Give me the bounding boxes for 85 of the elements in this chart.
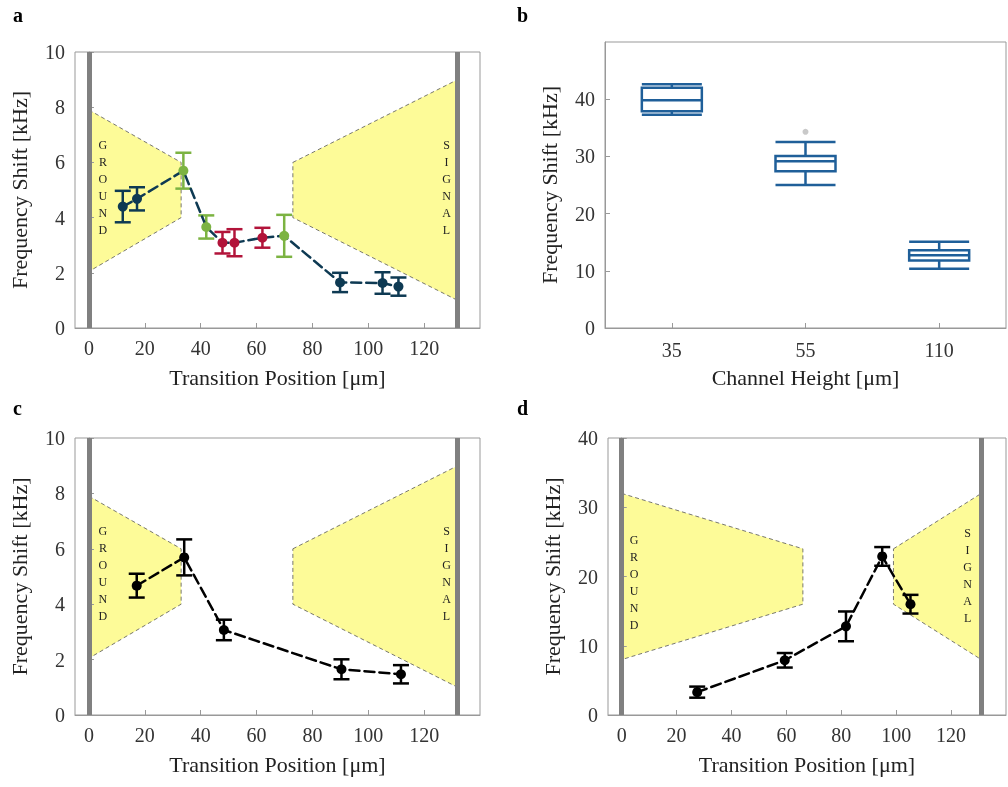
x-axis-title: Transition Position [μm] <box>169 364 386 390</box>
x-tick-label: 100 <box>353 337 384 359</box>
y-tick-label: 40 <box>575 88 595 111</box>
annotation: GROUND <box>629 532 639 632</box>
x-tick-label: 20 <box>134 337 155 359</box>
chart-title: d <box>517 397 529 419</box>
x-tick-label: 40 <box>190 724 211 746</box>
point <box>336 664 347 675</box>
x-axis-title: Transition Position [μm] <box>169 751 386 777</box>
y-tick-label: 6 <box>55 537 65 560</box>
x-tick-label: 120 <box>936 724 967 746</box>
x-tick-label: 100 <box>881 724 912 746</box>
y-tick-label: 10 <box>578 634 598 657</box>
x-tick-label: 80 <box>302 337 323 359</box>
point <box>201 221 212 232</box>
point <box>335 277 346 288</box>
point <box>877 551 888 562</box>
y-axis-title: Frequency Shift [kHz] <box>6 91 32 289</box>
point <box>279 230 290 241</box>
y-tick-label: 10 <box>575 259 595 282</box>
point <box>905 599 916 610</box>
y-tick-label: 10 <box>45 41 65 63</box>
y-tick-label: 2 <box>55 261 65 284</box>
y-tick-label: 4 <box>55 593 65 616</box>
point <box>692 687 703 698</box>
x-axis-title: Transition Position [μm] <box>698 751 916 777</box>
y-tick-label: 0 <box>585 317 595 339</box>
x-tick-label: 0 <box>83 337 94 359</box>
point <box>117 201 128 212</box>
x-tick-label: 40 <box>190 337 211 359</box>
y-tick-label: 0 <box>588 704 598 726</box>
point <box>779 655 790 666</box>
x-tick-label: 60 <box>776 724 797 746</box>
x-tick-label: 55 <box>795 339 816 361</box>
x-tick-label: 0 <box>83 724 94 746</box>
x-tick-label: 0 <box>616 724 627 746</box>
y-tick-label: 10 <box>45 427 65 449</box>
y-axis-title: Frequency Shift [kHz] <box>539 477 565 676</box>
chart-title: a <box>13 4 23 26</box>
point <box>218 624 229 635</box>
chart-title: c <box>13 397 22 419</box>
x-tick-label: 20 <box>666 724 687 746</box>
y-tick-label: 30 <box>578 496 598 519</box>
annotation: SIGNAL <box>963 525 973 625</box>
point <box>132 193 143 204</box>
y-tick-label: 0 <box>55 317 65 339</box>
point <box>257 232 268 243</box>
point <box>840 621 851 632</box>
x-tick-label: 60 <box>246 337 267 359</box>
annotation: SIGNAL <box>442 524 452 624</box>
x-tick-label: 20 <box>134 724 155 746</box>
x-tick-label: 80 <box>831 724 852 746</box>
x-tick-label: 100 <box>353 724 384 746</box>
point <box>229 237 240 248</box>
x-tick-label: 110 <box>924 339 954 361</box>
point <box>178 165 189 176</box>
annotation: GROUND <box>98 137 108 237</box>
point <box>377 278 388 289</box>
y-tick-label: 20 <box>575 202 595 225</box>
y-tick-label: 20 <box>578 565 598 588</box>
x-tick-label: 80 <box>302 724 323 746</box>
x-tick-label: 120 <box>409 724 440 746</box>
y-tick-label: 2 <box>55 648 65 671</box>
x-tick-label: 120 <box>409 337 440 359</box>
x-tick-label: 60 <box>246 724 267 746</box>
point <box>395 669 406 680</box>
annotation: SIGNAL <box>442 137 452 237</box>
y-tick-label: 0 <box>55 704 65 726</box>
y-tick-label: 6 <box>55 151 65 174</box>
y-tick-label: 30 <box>575 145 595 168</box>
point <box>131 580 142 591</box>
point <box>217 237 228 248</box>
y-tick-label: 40 <box>578 427 598 449</box>
x-tick-label: 40 <box>721 724 742 746</box>
point <box>179 552 190 563</box>
x-axis-title: Channel Height [μm] <box>711 364 900 390</box>
y-tick-label: 4 <box>55 206 65 229</box>
x-tick-label: 35 <box>661 339 682 361</box>
y-axis-title: Frequency Shift [kHz] <box>536 86 562 284</box>
annotation: GROUND <box>98 524 108 624</box>
y-tick-label: 8 <box>55 96 65 119</box>
y-axis-title: Frequency Shift [kHz] <box>6 477 32 676</box>
chart-title: b <box>517 4 529 26</box>
point <box>393 281 404 292</box>
y-tick-label: 8 <box>55 482 65 505</box>
